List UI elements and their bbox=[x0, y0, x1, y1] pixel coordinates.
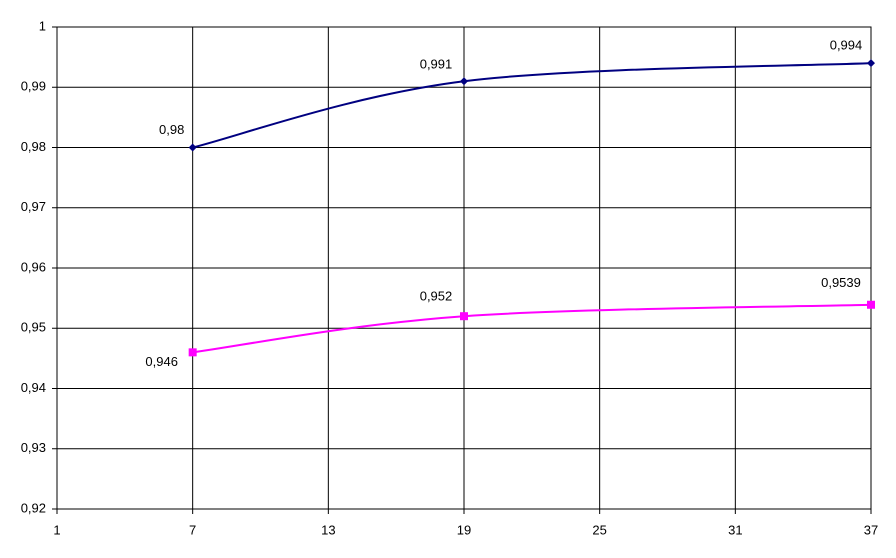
x-tick-label: 37 bbox=[864, 522, 878, 537]
y-tick-label: 0,95 bbox=[21, 320, 46, 335]
plot-frame bbox=[56, 26, 872, 510]
y-tick-label: 0,96 bbox=[21, 259, 46, 274]
y-tick-label: 0,99 bbox=[21, 79, 46, 94]
data-label: 0,991 bbox=[420, 57, 453, 72]
x-tick-label: 1 bbox=[53, 522, 60, 537]
marker bbox=[867, 300, 875, 309]
x-tick-label: 25 bbox=[592, 522, 606, 537]
marker bbox=[188, 143, 197, 152]
data-label: 0,946 bbox=[145, 354, 178, 369]
y-tick-label: 0,98 bbox=[21, 139, 46, 154]
series-line bbox=[192, 62, 872, 149]
y-tick-label: 0,93 bbox=[21, 440, 46, 455]
data-label: 0,9539 bbox=[821, 275, 861, 290]
data-label: 0,952 bbox=[420, 289, 453, 304]
y-tick-label: 0,92 bbox=[21, 500, 46, 515]
y-tick-label: 0,97 bbox=[21, 199, 46, 214]
series-line bbox=[192, 303, 872, 354]
marker bbox=[188, 348, 197, 357]
data-label: 0,994 bbox=[830, 38, 863, 53]
y-tick-label: 1 bbox=[39, 18, 46, 33]
marker bbox=[460, 77, 468, 86]
x-tick-label: 7 bbox=[189, 522, 196, 537]
y-tick-label: 0,94 bbox=[21, 380, 46, 395]
marker bbox=[867, 59, 875, 68]
data-label: 0,98 bbox=[159, 122, 184, 137]
x-tick-label: 13 bbox=[321, 522, 335, 537]
marker bbox=[460, 312, 468, 321]
x-tick-label: 19 bbox=[457, 522, 471, 537]
x-tick-label: 31 bbox=[728, 522, 742, 537]
